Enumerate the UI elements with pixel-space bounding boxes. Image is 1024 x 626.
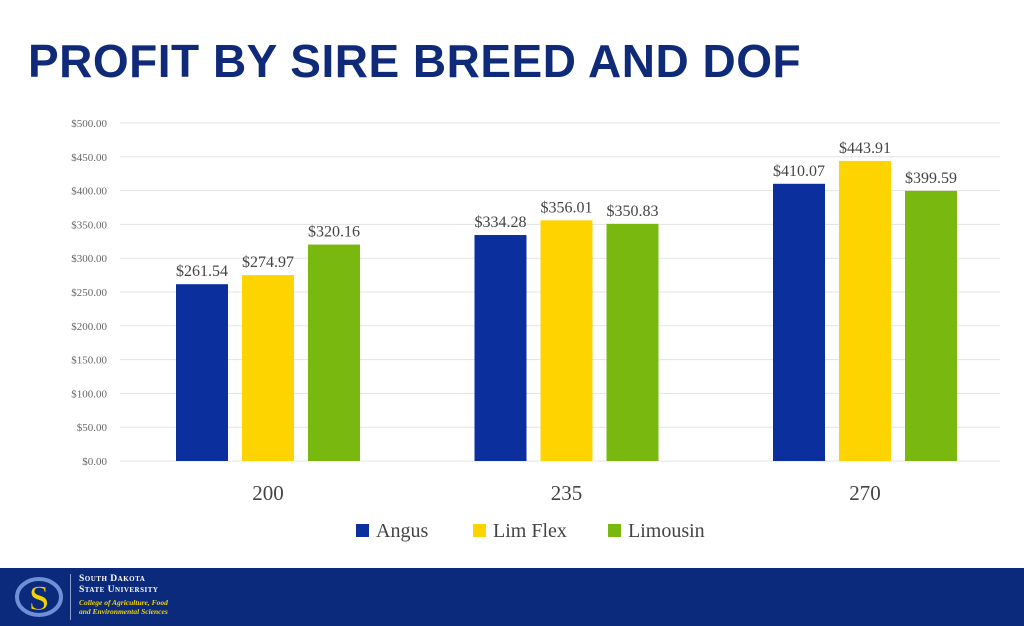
y-tick-label: $350.00 <box>71 219 107 231</box>
legend-label: Limousin <box>628 520 705 542</box>
x-tick-label: 200 <box>252 481 284 505</box>
data-label: $410.07 <box>773 163 825 180</box>
footer-banner: S South Dakota State University College … <box>0 568 1024 626</box>
bar-limousin <box>905 190 957 461</box>
legend-swatch <box>473 524 486 537</box>
university-name: South Dakota State University <box>79 574 158 596</box>
legend-label: Angus <box>376 520 428 542</box>
chart-title: PROFIT BY SIRE BREED AND DOF <box>28 35 802 87</box>
footer-divider <box>70 574 71 620</box>
data-label: $261.54 <box>176 263 228 280</box>
data-label: $274.97 <box>242 254 294 271</box>
university-logo-icon: S <box>15 577 63 619</box>
data-label: $350.83 <box>607 203 659 220</box>
y-tick-label: $500.00 <box>71 118 107 130</box>
y-tick-label: $200.00 <box>71 321 107 333</box>
x-tick-label: 270 <box>849 481 881 505</box>
bar-lim-flex <box>839 160 891 461</box>
data-label: $320.16 <box>308 224 360 241</box>
y-tick-label: $50.00 <box>77 422 108 434</box>
legend-swatch <box>356 524 369 537</box>
y-tick-label: $150.00 <box>71 355 107 367</box>
y-tick-label: $450.00 <box>71 152 107 164</box>
bar-angus <box>773 183 825 462</box>
x-tick-label: 235 <box>551 481 583 505</box>
legend-label: Lim Flex <box>493 520 567 542</box>
bar-lim-flex <box>242 275 294 461</box>
y-tick-label: $100.00 <box>71 388 107 400</box>
university-line-1: South Dakota <box>79 574 146 584</box>
bar-limousin <box>308 244 360 461</box>
legend-swatch <box>608 524 621 537</box>
bar-angus <box>176 284 228 461</box>
data-label: $399.59 <box>905 170 957 187</box>
college-line-1: College of Agriculture, Food <box>79 598 168 607</box>
bar-lim-flex <box>540 220 593 461</box>
data-label: $443.91 <box>839 140 891 157</box>
y-tick-label: $400.00 <box>71 186 107 198</box>
y-tick-label: $300.00 <box>71 253 107 265</box>
college-line-2: and Environmental Sciences <box>79 607 168 616</box>
bar-limousin <box>606 223 659 461</box>
data-label: $334.28 <box>475 214 527 231</box>
university-line-2: State University <box>79 585 159 595</box>
bar-chart: $0.00 $50.00 $100.00 $150.00 $200.00 $250.00 $… <box>71 118 1000 542</box>
y-tick-label: $250.00 <box>71 287 107 299</box>
svg-text:S: S <box>29 578 49 618</box>
college-name: College of Agriculture, Food and Environ… <box>79 598 168 616</box>
bar-angus <box>474 235 527 461</box>
data-label: $356.01 <box>541 199 593 216</box>
y-tick-label: $0.00 <box>82 456 107 468</box>
